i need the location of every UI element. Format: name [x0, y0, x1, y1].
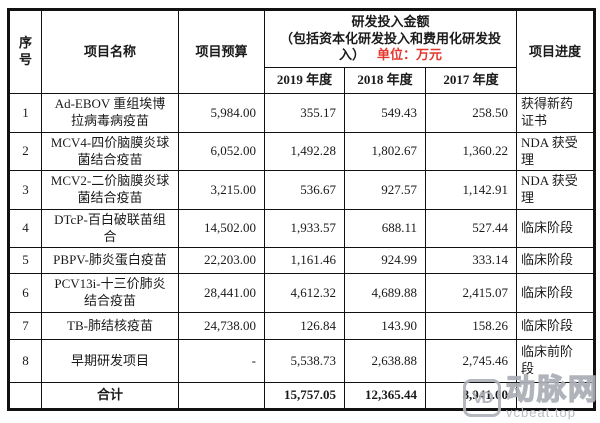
cell-name: DTcP-百白破联苗组合 — [41, 209, 179, 248]
cell-y2018: 1,802.67 — [344, 132, 426, 171]
rd-subtitle-text: （包括资本化研发投入和费用化研发投入） — [280, 30, 502, 63]
table-footer: 合计 15,757.05 12,365.44 8,941.00 — [8, 382, 596, 410]
cell-y2018: 143.90 — [344, 312, 426, 340]
cell-budget: 14,502.00 — [178, 209, 265, 248]
cell-y2018: 927.57 — [344, 170, 426, 210]
cell-y2017: 527.44 — [424, 209, 518, 248]
header-year-2019: 2019 年度 — [264, 67, 345, 94]
table-header: 序号 项目名称 项目预算 研发投入金额 （包括资本化研发投入和费用化研发投入）单… — [8, 9, 596, 94]
cell-y2017: 1,142.91 — [424, 170, 518, 210]
cell-y2019: 4,612.32 — [264, 273, 345, 313]
unit-label: 单位：万元 — [377, 47, 443, 63]
cell-seq: 3 — [8, 170, 42, 210]
total-budget-empty — [178, 382, 265, 410]
cell-seq: 2 — [8, 132, 42, 171]
cell-progress: 临床阶段 — [516, 247, 596, 274]
cell-y2019: 1,161.46 — [264, 247, 345, 274]
header-project-progress: 项目进度 — [516, 9, 596, 94]
cell-y2019: 5,538.73 — [264, 339, 345, 383]
cell-y2019: 355.17 — [264, 93, 345, 133]
header-project-name: 项目名称 — [41, 9, 179, 94]
cell-budget: 24,738.00 — [178, 312, 265, 340]
cell-budget: 6,052.00 — [178, 132, 265, 171]
cell-y2018: 924.99 — [344, 247, 426, 274]
rd-investment-subtitle: （包括资本化研发投入和费用化研发投入） 单位：万元 — [279, 31, 502, 65]
table-row: 4 DTcP-百白破联苗组合 14,502.00 1,933.57 688.11 527.… — [8, 209, 596, 248]
table-row: 6 PCV13i-十三价肺炎结合疫苗 28,441.00 4,612.32 4,689.… — [8, 273, 596, 313]
total-progress-empty — [516, 382, 596, 410]
cell-y2019: 126.84 — [264, 312, 345, 340]
rd-investment-table: 序号 项目名称 项目预算 研发投入金额 （包括资本化研发投入和费用化研发投入）单… — [7, 8, 597, 411]
cell-progress: 临床阶段 — [516, 312, 596, 340]
cell-y2017: 158.26 — [424, 312, 518, 340]
cell-budget: 28,441.00 — [178, 273, 265, 313]
table-row: 7 TB-肺结核疫苗 24,738.00 126.84 143.90 158.26 临床阶段 — [8, 312, 596, 340]
cell-seq: 4 — [8, 209, 42, 248]
total-label: 合计 — [41, 382, 179, 410]
cell-progress: 临床阶段 — [516, 209, 596, 248]
header-project-budget: 项目预算 — [178, 9, 265, 94]
cell-budget: 3,215.00 — [178, 170, 265, 210]
cell-name: PCV13i-十三价肺炎结合疫苗 — [41, 273, 179, 313]
cell-budget: - — [178, 339, 265, 383]
cell-y2017: 1,360.22 — [424, 132, 518, 171]
cell-y2017: 2,415.07 — [424, 273, 518, 313]
cell-name: 早期研发项目 — [41, 339, 179, 383]
header-year-2017: 2017 年度 — [424, 67, 518, 94]
table-row: 5 PBPV-肺炎蛋白疫苗 22,203.00 1,161.46 924.99 333.1… — [8, 247, 596, 274]
cell-seq: 7 — [8, 312, 42, 340]
cell-name: Ad-EBOV 重组埃博拉病毒病疫苗 — [41, 93, 179, 133]
cell-y2017: 333.14 — [424, 247, 518, 274]
table-body: 1 Ad-EBOV 重组埃博拉病毒病疫苗 5,984.00 355.17 549.43 2… — [8, 93, 596, 383]
table-row: 8 早期研发项目 -5,538.73 2,638.88 2,745.46 临床前阶段 — [8, 339, 596, 383]
rd-investment-title: 研发投入金额 — [351, 13, 430, 29]
cell-seq: 8 — [8, 339, 42, 383]
cell-budget: 22,203.00 — [178, 247, 265, 274]
cell-name: MCV2-二价脑膜炎球菌结合疫苗 — [41, 170, 179, 210]
table-row: 1 Ad-EBOV 重组埃博拉病毒病疫苗 5,984.00 355.17 549.43 2… — [8, 93, 596, 133]
total-row: 合计 15,757.05 12,365.44 8,941.00 — [8, 382, 596, 410]
total-2017: 8,941.00 — [424, 382, 518, 410]
cell-seq: 5 — [8, 247, 42, 274]
header-seq: 序号 — [8, 9, 42, 94]
cell-y2019: 1,933.57 — [264, 209, 345, 248]
total-2019: 15,757.05 — [264, 382, 345, 410]
cell-y2018: 2,638.88 — [344, 339, 426, 383]
cell-y2017: 258.50 — [424, 93, 518, 133]
total-2018: 12,365.44 — [344, 382, 426, 410]
cell-y2018: 4,689.88 — [344, 273, 426, 313]
cell-y2018: 549.43 — [344, 93, 426, 133]
cell-progress: 获得新药证书 — [516, 93, 596, 133]
cell-name: PBPV-肺炎蛋白疫苗 — [41, 247, 179, 274]
cell-y2018: 688.11 — [344, 209, 426, 248]
cell-progress: NDA 获受理 — [516, 170, 596, 210]
cell-y2019: 536.67 — [264, 170, 345, 210]
header-year-2018: 2018 年度 — [344, 67, 426, 94]
cell-name: TB-肺结核疫苗 — [41, 312, 179, 340]
cell-budget: 5,984.00 — [178, 93, 265, 133]
table-row: 3 MCV2-二价脑膜炎球菌结合疫苗 3,215.00 536.67 927.57 1,1… — [8, 170, 596, 210]
table-row: 2 MCV4-四价脑膜炎球菌结合疫苗 6,052.00 1,492.28 1,802.6… — [8, 132, 596, 171]
header-rd-investment: 研发投入金额 （包括资本化研发投入和费用化研发投入） 单位：万元 — [263, 9, 518, 68]
cell-progress: NDA 获受理 — [516, 132, 596, 171]
cell-progress: 临床阶段 — [516, 273, 596, 313]
cell-y2019: 1,492.28 — [264, 132, 345, 171]
cell-seq: 6 — [8, 273, 42, 313]
cell-seq: 1 — [8, 93, 42, 133]
total-seq-empty — [8, 382, 42, 410]
cell-progress: 临床前阶段 — [516, 339, 596, 383]
cell-name: MCV4-四价脑膜炎球菌结合疫苗 — [41, 132, 179, 171]
cell-y2017: 2,745.46 — [424, 339, 518, 383]
